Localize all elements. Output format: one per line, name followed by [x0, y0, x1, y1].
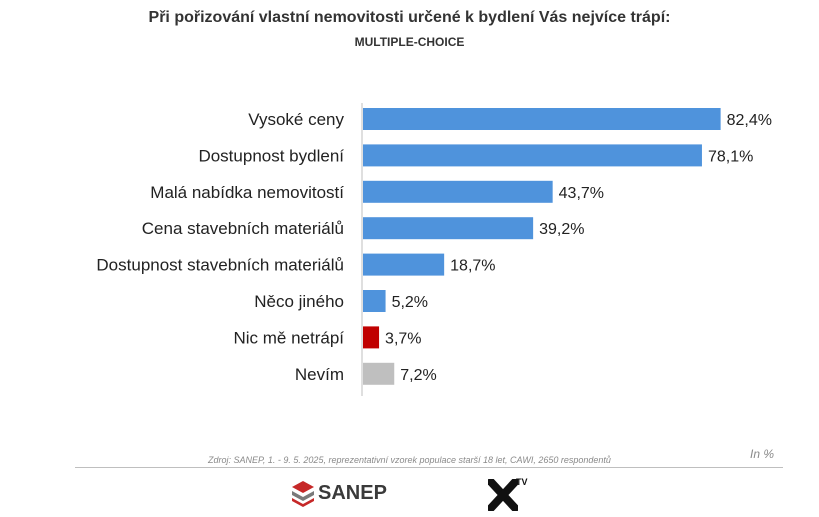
bar [363, 217, 534, 240]
xtv-logo: TV [488, 477, 538, 511]
x-mark-icon [488, 479, 518, 511]
sanep-logo: SANEP [290, 478, 387, 508]
value-label: 43,7% [559, 185, 604, 202]
unit-label: In % [750, 447, 775, 461]
bar [363, 108, 721, 130]
category-label: Vysoké ceny [248, 110, 344, 129]
category-label: Cena stavebních materiálů [142, 219, 344, 238]
source-note: Zdroj: SANEP, 1. - 9. 5. 2025, reprezent… [208, 455, 611, 465]
bar-chart: Vysoké ceny 82,4% Dostupnost bydlení 78,1% M… [96, 103, 772, 396]
chart-subtitle: MULTIPLE-CHOICE [354, 35, 465, 49]
footer-divider [75, 467, 783, 468]
value-label: 82,4% [727, 112, 772, 129]
bar [363, 253, 445, 276]
bar [363, 144, 702, 167]
chart-title: Při pořizování vlastní nemovitosti určen… [148, 9, 671, 26]
value-label: 78,1% [708, 148, 753, 165]
category-label: Nevím [295, 365, 344, 384]
bar [363, 180, 553, 203]
value-label: 3,7% [385, 330, 421, 347]
bar [363, 290, 386, 312]
xtv-logo-text: TV [516, 477, 528, 487]
sanep-logo-icon [292, 481, 314, 507]
bar [363, 362, 395, 385]
category-label: Nic mě netrápí [233, 328, 344, 347]
category-label: Malá nabídka nemovitostí [150, 183, 344, 202]
category-label: Dostupnost bydlení [198, 146, 344, 165]
bar [363, 326, 380, 349]
category-label: Něco jiného [254, 292, 344, 311]
value-label: 39,2% [539, 221, 584, 238]
sanep-logo-text: SANEP [318, 481, 387, 504]
value-label: 7,2% [400, 367, 436, 384]
category-label: Dostupnost stavebních materiálů [96, 256, 344, 275]
value-label: 18,7% [450, 258, 495, 275]
value-label: 5,2% [392, 294, 428, 311]
